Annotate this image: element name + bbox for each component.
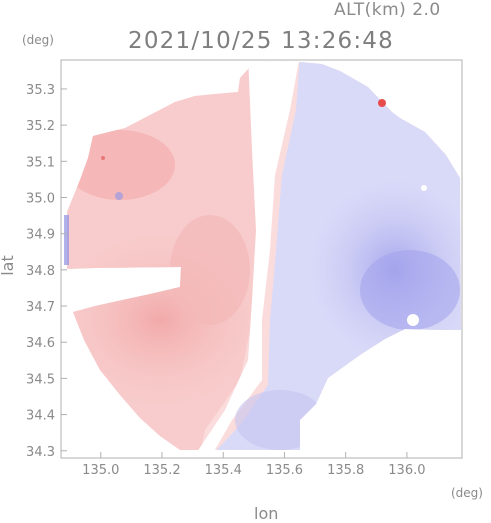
positive-cell-north [67,130,175,200]
y-ticks: 34.3 34.4 34.5 34.6 34.7 34.8 34.9 35.0 35.1 35.2… [26,83,67,460]
echo-field [67,61,461,450]
x-tick-label: 135.8 [327,463,364,478]
y-tick-label: 34.6 [26,336,55,351]
echo-gap [421,185,427,191]
echo-speck [101,156,105,160]
echo-gap [407,314,419,326]
edge-echo [64,215,69,265]
x-axis-unit: (deg) [451,486,483,500]
x-tick-label: 135.6 [266,463,303,478]
y-tick-label: 34.5 [26,372,55,387]
x-tick-label: 135.0 [82,463,119,478]
y-tick-label: 34.7 [26,300,55,315]
y-tick-label: 34.8 [26,264,55,279]
y-tick-label: 34.4 [26,409,55,424]
y-axis-unit: (deg) [22,33,54,47]
negative-cell [360,250,460,330]
plot-frame [60,59,463,459]
y-tick-label: 35.1 [26,155,55,170]
echo-hotspot [378,99,386,107]
echo-speck [115,192,123,200]
x-ticks: 135.0 135.2 135.4 135.6 135.8 136.0 [82,452,426,478]
y-tick-label: 35.3 [26,83,55,98]
y-tick-label: 35.0 [26,191,55,206]
positive-cell-central [170,215,250,325]
zero-band [195,61,300,450]
x-tick-label: 136.0 [388,463,425,478]
y-tick-label: 35.2 [26,119,55,134]
timestamp-title: 2021/10/25 13:26:48 [128,28,394,54]
altitude-label: ALT(km) 2.0 [334,0,441,20]
negative-cell-south [235,390,325,450]
echo-speckles [64,99,427,326]
x-axis-label: lon [254,504,279,523]
x-tick-label: 135.4 [205,463,242,478]
y-tick-label: 34.3 [26,445,55,460]
y-tick-label: 34.9 [26,228,55,243]
x-tick-label: 135.2 [143,463,180,478]
